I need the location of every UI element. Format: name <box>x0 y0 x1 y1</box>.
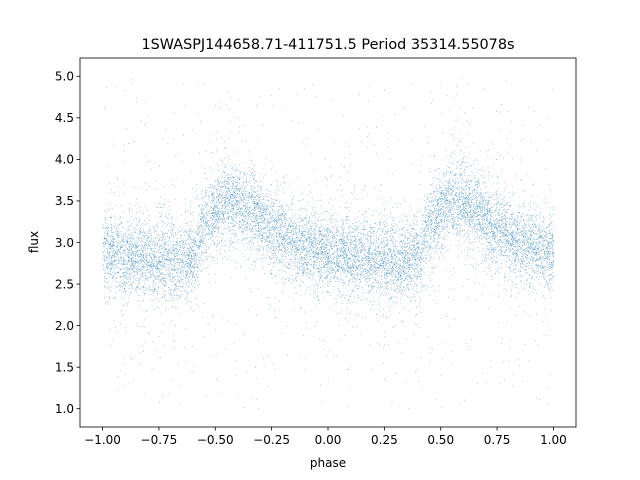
y-tick-label: 3.0 <box>55 236 74 250</box>
y-tick-label: 3.5 <box>55 194 74 208</box>
x-tick-label: 0.25 <box>371 433 398 447</box>
axis-ticks: −1.00 −0.75 −0.50 −0.25 0.00 0.25 0.50 0.75 1.00… <box>55 70 567 447</box>
x-tick-label: −0.75 <box>141 433 178 447</box>
y-tick-label: 5.0 <box>55 70 74 84</box>
y-tick-label: 1.5 <box>55 360 74 374</box>
x-tick-label: 0.50 <box>427 433 454 447</box>
x-tick-label: 0.75 <box>484 433 511 447</box>
y-tick-label: 2.5 <box>55 277 74 291</box>
y-tick-label: 4.5 <box>55 111 74 125</box>
x-tick-label: −0.25 <box>253 433 290 447</box>
y-tick-label: 4.0 <box>55 153 74 167</box>
x-tick-label: −0.50 <box>197 433 234 447</box>
y-tick-label: 1.0 <box>55 402 74 416</box>
y-axis-label: flux <box>27 231 41 253</box>
chart-title: 1SWASPJ144658.71-411751.5 Period 35314.5… <box>142 37 515 53</box>
y-tick-label: 2.0 <box>55 319 74 333</box>
plot-frame <box>79 57 577 428</box>
x-tick-label: −1.00 <box>84 433 121 447</box>
x-tick-label: 0.00 <box>315 433 342 447</box>
x-axis-label: phase <box>310 456 346 470</box>
x-tick-label: 1.00 <box>540 433 567 447</box>
